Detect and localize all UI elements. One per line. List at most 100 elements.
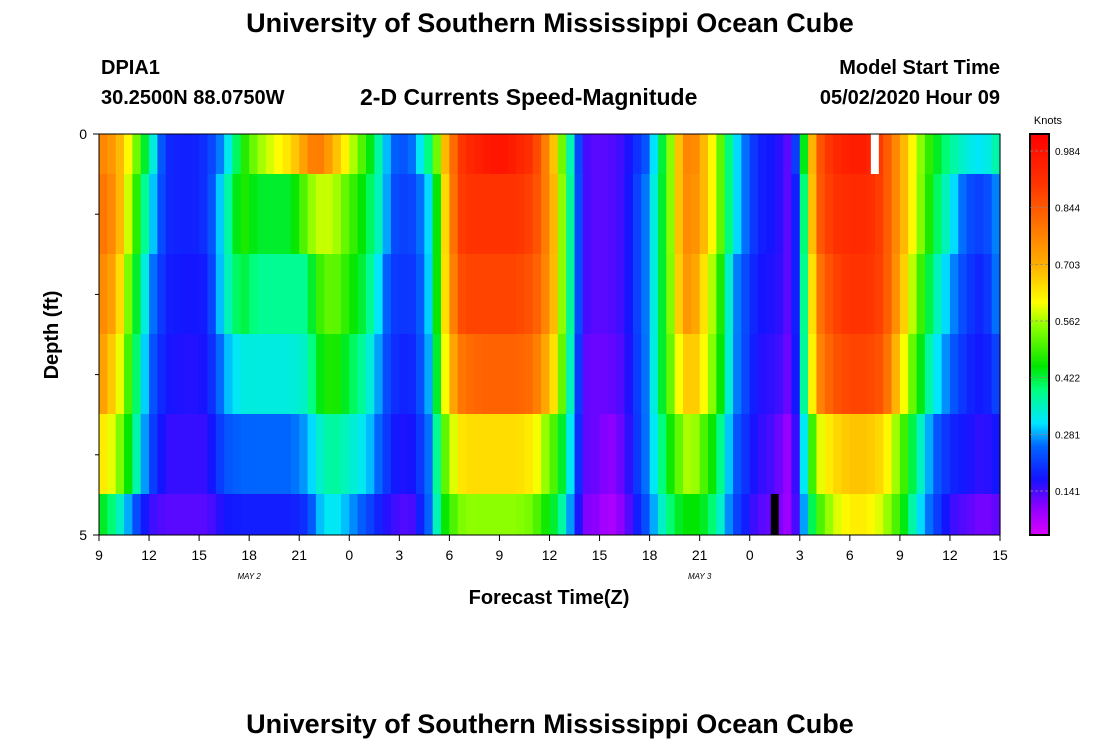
heatmap-cell — [549, 134, 559, 174]
heatmap-cell — [816, 334, 826, 414]
heatmap-cell — [916, 134, 926, 174]
heatmap-cell — [899, 494, 909, 535]
colorbar — [1029, 133, 1050, 536]
heatmap-cell — [215, 414, 225, 494]
heatmap-cell — [557, 334, 567, 414]
heatmap-cell — [791, 414, 801, 494]
heatmap-cell — [132, 334, 142, 414]
heatmap-cell — [516, 134, 526, 174]
heatmap-cell — [716, 494, 726, 535]
heatmap-cell — [349, 174, 359, 254]
heatmap-cell — [574, 174, 584, 254]
heatmap-cell — [240, 334, 250, 414]
heatmap-cell — [599, 254, 609, 334]
heatmap-cell — [282, 414, 292, 494]
heatmap-cell — [966, 174, 976, 254]
heatmap-cell — [324, 254, 334, 334]
heatmap-cell — [416, 414, 425, 494]
heatmap-cell — [390, 134, 400, 174]
heatmap-cell — [432, 334, 442, 414]
heatmap-cell — [733, 254, 742, 334]
heatmap-cell — [224, 414, 234, 494]
heatmap-cell — [224, 334, 234, 414]
heatmap-cell — [324, 494, 334, 535]
heatmap-cell — [899, 134, 909, 174]
heatmap-cell — [157, 334, 167, 414]
heatmap-cell — [966, 414, 976, 494]
heatmap-cell — [949, 174, 959, 254]
heatmap-cell — [165, 494, 175, 535]
colorbar-tick-label: 0.844 — [1055, 204, 1080, 215]
heatmap-cell — [616, 174, 626, 254]
heatmap-cell — [983, 134, 993, 174]
heatmap-cell — [574, 254, 584, 334]
heatmap-cell — [407, 254, 417, 334]
heatmap-cell — [824, 254, 834, 334]
heatmap-cell — [432, 134, 442, 174]
heatmap-cell — [124, 134, 133, 174]
heatmap-cell — [616, 134, 626, 174]
heatmap-cell — [182, 414, 192, 494]
heatmap-cell — [232, 414, 242, 494]
heatmap-cell — [582, 414, 592, 494]
heatmap-cell — [899, 334, 909, 414]
heatmap-cell — [199, 414, 209, 494]
heatmap-cell — [741, 494, 751, 535]
heatmap-cell — [866, 494, 876, 535]
heatmap-cell — [758, 334, 767, 414]
heatmap-cell — [357, 414, 367, 494]
heatmap-cell — [549, 334, 559, 414]
heatmap-cell — [190, 334, 200, 414]
x-tick-label: 6 — [445, 547, 453, 563]
heatmap-cell — [808, 134, 818, 174]
heatmap-cell — [265, 174, 275, 254]
heatmap-cell — [682, 334, 692, 414]
heatmap-cell — [532, 494, 542, 535]
heatmap-cell — [833, 334, 843, 414]
heatmap-cell — [132, 414, 142, 494]
heatmap-cell — [349, 134, 359, 174]
heatmap-cell — [908, 134, 918, 174]
heatmap-cell — [657, 174, 667, 254]
heatmap-cell — [174, 174, 184, 254]
heatmap-cell — [516, 254, 526, 334]
heatmap-cell — [399, 414, 409, 494]
heatmap-cell — [240, 174, 250, 254]
heatmap-cell — [107, 134, 117, 174]
heatmap-cell — [457, 414, 467, 494]
heatmap-cell — [966, 134, 976, 174]
heatmap-cell — [257, 254, 267, 334]
heatmap-cell — [432, 174, 442, 254]
heatmap-cell — [482, 414, 492, 494]
heatmap-cell — [157, 414, 167, 494]
x-tick-label: 18 — [642, 547, 658, 563]
heatmap-cell — [674, 494, 684, 535]
x-tick-label: 3 — [796, 547, 804, 563]
heatmap-cell — [349, 414, 359, 494]
heatmap-cell — [733, 494, 742, 535]
heatmap-cell — [582, 254, 592, 334]
heatmap-cell — [849, 134, 859, 174]
heatmap-cell — [349, 254, 359, 334]
heatmap-cell — [958, 414, 968, 494]
heatmap-cell — [532, 414, 542, 494]
x-tick-label: 12 — [942, 547, 958, 563]
heatmap-cell — [682, 174, 692, 254]
heatmap-cell — [524, 334, 534, 414]
heatmap-cell — [324, 174, 334, 254]
heatmap-cell — [282, 254, 292, 334]
heatmap-cell — [149, 494, 158, 535]
heatmap-cell — [165, 134, 175, 174]
heatmap-cell — [182, 174, 192, 254]
y-tick-label: 5 — [79, 527, 87, 543]
heatmap-cell — [507, 494, 517, 535]
heatmap-cell — [382, 334, 392, 414]
heatmap-cell — [390, 414, 400, 494]
heatmap-cell — [841, 414, 851, 494]
heatmap-cell — [582, 334, 592, 414]
heatmap-cell — [591, 254, 601, 334]
heatmap-cells — [99, 134, 1001, 535]
heatmap-cell — [174, 254, 184, 334]
heatmap-cell — [766, 134, 776, 174]
